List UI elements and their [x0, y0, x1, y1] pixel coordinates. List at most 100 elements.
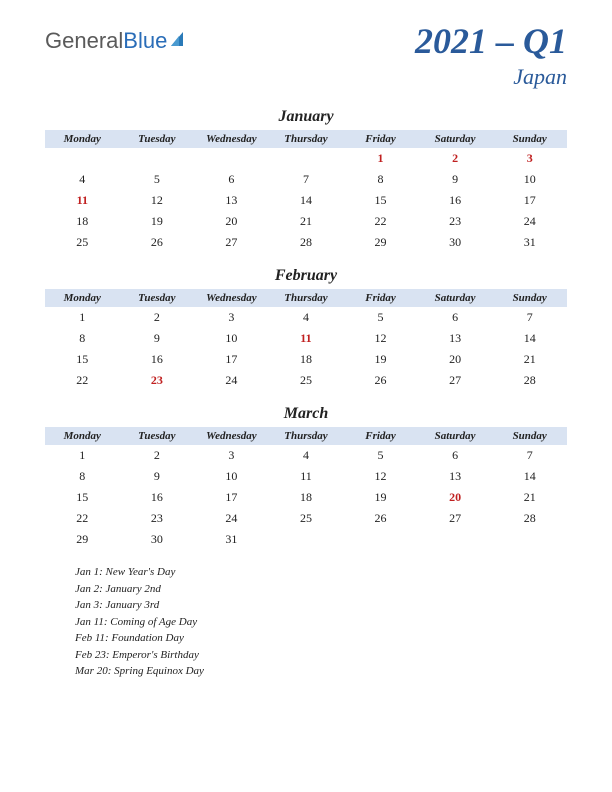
day-header: Friday: [343, 289, 418, 307]
holiday-entry: Mar 20: Spring Equinox Day: [75, 663, 567, 680]
calendar-cell: 16: [120, 349, 195, 370]
calendar-cell: 10: [194, 466, 269, 487]
calendar-cell: 26: [120, 232, 195, 253]
day-header: Tuesday: [120, 427, 195, 445]
calendar-cell: 9: [120, 466, 195, 487]
calendar-cell: 18: [269, 349, 344, 370]
month-name: February: [45, 267, 567, 285]
calendar-row: 18192021222324: [45, 211, 567, 232]
holiday-entry: Jan 1: New Year's Day: [75, 564, 567, 581]
calendar-cell: 18: [269, 487, 344, 508]
calendar-cell: 11: [269, 466, 344, 487]
calendar-cell: 17: [492, 190, 567, 211]
calendar-table: MondayTuesdayWednesdayThursdayFridaySatu…: [45, 427, 567, 550]
country-title: Japan: [415, 64, 567, 90]
calendar-cell: 17: [194, 349, 269, 370]
calendar-row: 25262728293031: [45, 232, 567, 253]
day-header: Friday: [343, 427, 418, 445]
logo-text-general: General: [45, 28, 123, 54]
calendar-cell: [120, 148, 195, 169]
calendar-cell: 10: [194, 328, 269, 349]
month-block: March MondayTuesdayWednesdayThursdayFrida…: [45, 405, 567, 550]
calendar-row: 45678910: [45, 169, 567, 190]
calendar-cell: [194, 148, 269, 169]
calendars-container: January MondayTuesdayWednesdayThursdayFri…: [45, 108, 567, 550]
day-header: Monday: [45, 427, 120, 445]
holiday-entry: Jan 11: Coming of Age Day: [75, 614, 567, 631]
day-header: Wednesday: [194, 427, 269, 445]
calendar-cell: 5: [343, 445, 418, 466]
calendar-cell: 28: [269, 232, 344, 253]
holiday-entry: Jan 2: January 2nd: [75, 581, 567, 598]
calendar-cell: 25: [269, 370, 344, 391]
calendar-cell: 27: [418, 370, 493, 391]
calendar-cell: 24: [194, 508, 269, 529]
calendar-cell: 19: [343, 349, 418, 370]
month-name: January: [45, 108, 567, 126]
title-block: 2021 – Q1 Japan: [415, 20, 567, 90]
calendar-cell: 4: [269, 307, 344, 328]
calendar-row: 891011121314: [45, 466, 567, 487]
calendar-cell: 8: [45, 466, 120, 487]
calendar-cell: 15: [45, 487, 120, 508]
day-header: Sunday: [492, 289, 567, 307]
calendar-cell: 9: [120, 328, 195, 349]
calendar-cell: [269, 529, 344, 550]
calendar-cell: 13: [194, 190, 269, 211]
calendar-cell: 22: [343, 211, 418, 232]
calendar-cell: 1: [45, 445, 120, 466]
calendar-table: MondayTuesdayWednesdayThursdayFridaySatu…: [45, 289, 567, 391]
calendar-cell: 9: [418, 169, 493, 190]
calendar-cell: 14: [492, 466, 567, 487]
calendar-cell: 23: [418, 211, 493, 232]
calendar-cell: 5: [120, 169, 195, 190]
day-header: Friday: [343, 130, 418, 148]
calendar-cell: 16: [120, 487, 195, 508]
calendar-cell: 19: [120, 211, 195, 232]
calendar-row: 891011121314: [45, 328, 567, 349]
calendar-cell: 28: [492, 370, 567, 391]
calendar-cell: 10: [492, 169, 567, 190]
calendar-cell: 4: [45, 169, 120, 190]
day-header: Saturday: [418, 130, 493, 148]
calendar-cell: 13: [418, 328, 493, 349]
calendar-cell: 11: [269, 328, 344, 349]
calendar-row: 1234567: [45, 307, 567, 328]
calendar-cell: 21: [492, 487, 567, 508]
calendar-row: 293031: [45, 529, 567, 550]
day-header: Tuesday: [120, 130, 195, 148]
calendar-cell: 30: [120, 529, 195, 550]
calendar-cell: 31: [194, 529, 269, 550]
calendar-cell: 6: [418, 307, 493, 328]
calendar-cell: 7: [492, 445, 567, 466]
calendar-row: 22232425262728: [45, 370, 567, 391]
calendar-cell: 4: [269, 445, 344, 466]
logo: GeneralBlue: [45, 28, 187, 54]
logo-text-blue: Blue: [123, 28, 167, 54]
calendar-cell: 25: [45, 232, 120, 253]
calendar-cell: [418, 529, 493, 550]
calendar-cell: 1: [343, 148, 418, 169]
quarter-title: 2021 – Q1: [415, 20, 567, 62]
calendar-cell: 17: [194, 487, 269, 508]
holidays-list: Jan 1: New Year's DayJan 2: January 2nd J…: [45, 564, 567, 680]
month-name: March: [45, 405, 567, 423]
day-header: Saturday: [418, 289, 493, 307]
calendar-cell: 29: [45, 529, 120, 550]
calendar-cell: 2: [120, 307, 195, 328]
header: GeneralBlue 2021 – Q1 Japan: [45, 20, 567, 90]
holiday-entry: Feb 11: Foundation Day: [75, 630, 567, 647]
month-block: JanuaryMondayTuesdayWednesdayThursdayFri…: [45, 108, 567, 253]
calendar-cell: 23: [120, 508, 195, 529]
calendar-cell: 15: [45, 349, 120, 370]
day-header: Tuesday: [120, 289, 195, 307]
calendar-cell: 31: [492, 232, 567, 253]
calendar-cell: 12: [343, 466, 418, 487]
calendar-cell: 2: [120, 445, 195, 466]
calendar-cell: [269, 148, 344, 169]
calendar-cell: 20: [418, 487, 493, 508]
calendar-cell: 3: [492, 148, 567, 169]
calendar-cell: 1: [45, 307, 120, 328]
calendar-cell: 7: [492, 307, 567, 328]
month-block: February MondayTuesdayWednesdayThursdayFr…: [45, 267, 567, 391]
